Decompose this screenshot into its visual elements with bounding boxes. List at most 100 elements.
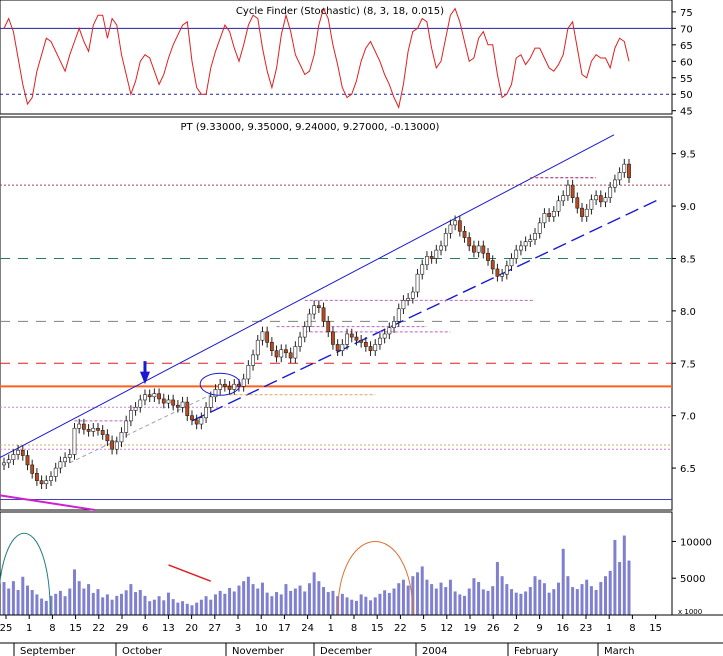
volume-bar [622,535,626,615]
volume-bar [458,594,462,615]
date-tick-label: 24 [301,623,314,634]
volume-bar [350,599,354,615]
volume-bar [627,560,631,615]
volume-bar [514,592,518,615]
volume-bar [293,588,297,615]
volume-bar [270,596,274,615]
volume-bar [472,578,476,615]
candle-body [246,365,251,380]
candle-body [302,326,307,338]
candle-body [72,427,77,455]
candle-body [11,454,16,460]
candle-body [476,245,481,253]
candle-body [594,195,599,201]
volume-bar [383,590,387,615]
candle-body [420,264,425,275]
volume-bar [397,583,401,615]
volume-bar [143,595,147,615]
candle-body [279,349,284,358]
candle-body [453,220,458,226]
volume-bar [331,590,335,615]
date-tick-label: 1 [328,623,334,634]
candle-body [410,291,415,299]
date-tick-label: 17 [278,623,291,634]
candle-body [396,308,401,322]
date-tick-label: 1 [606,623,612,634]
volume-bar [359,594,363,615]
candle-body [100,430,105,435]
date-tick-label: 2 [513,623,519,634]
candle-body [58,461,63,469]
volume-bar [298,585,302,615]
volume-bar [326,592,330,615]
candle-body [274,350,279,358]
volume-bar [124,590,128,615]
volume-bar [519,593,523,615]
candle-body [251,354,255,366]
candle-body [157,393,161,400]
volume-bar [500,576,504,615]
magenta-trendline [0,494,96,511]
volume-bar [463,595,467,615]
date-tick-label: 25 [0,623,12,634]
candle-body [425,256,429,266]
volume-bar [152,599,156,615]
month-label: October [122,646,163,656]
volume-bar [369,600,373,615]
candle-body [284,349,288,354]
price-panel: 9.5 9.0 8.5 8.0 7.5 7.0 6.5 PT (9.33000, 9.3500… [0,116,696,511]
candle-body [368,346,373,352]
candle-body [16,449,20,455]
candle-body [260,331,265,341]
price-tick-label: 8.0 [680,307,696,318]
volume-panel: 10000 5000 x 1000 [0,511,712,616]
candle-body [265,331,270,343]
volume-bar [119,593,123,615]
volume-bar [242,581,246,615]
volume-bar [547,592,551,615]
candle-body [495,268,500,277]
candle-body [373,344,378,352]
volume-bar [373,597,377,615]
candle-body [359,339,364,343]
volume-bar [430,584,434,615]
candle-body [523,241,528,247]
candle-body [481,245,486,254]
volume-bar [481,589,485,615]
candle-body [457,220,462,232]
candle-body [551,211,556,217]
candle-body [519,245,523,251]
volume-bar [307,583,311,615]
volume-bar [25,585,29,615]
volume-bar [557,582,561,615]
channel-lower-line [191,199,659,422]
date-tick-label: 9 [536,623,542,634]
candle-body [547,213,552,217]
volume-bar [129,584,133,615]
volume-bar [608,570,612,615]
candle-body [67,454,72,458]
candle-body [439,245,443,251]
candle-body [429,256,434,259]
volume-bar [571,587,575,615]
volume-bar [82,588,86,615]
candle-body [138,399,143,408]
price-tick-label: 9.5 [680,150,696,161]
date-tick-label: 8 [49,623,55,634]
candle-body [2,462,6,466]
volume-bar [585,579,589,615]
volume-bar [387,592,391,615]
candle-body [175,404,180,408]
candle-body [312,305,317,315]
volume-bar [54,593,58,615]
minor-trendline [69,394,211,464]
candle-body [434,249,439,259]
volume-bar [7,588,11,615]
volume-bar [157,596,161,615]
volume-bar [87,584,91,615]
oscillator-tick-label: 75 [680,8,693,19]
candle-body [269,342,274,352]
volume-bar [510,589,514,615]
